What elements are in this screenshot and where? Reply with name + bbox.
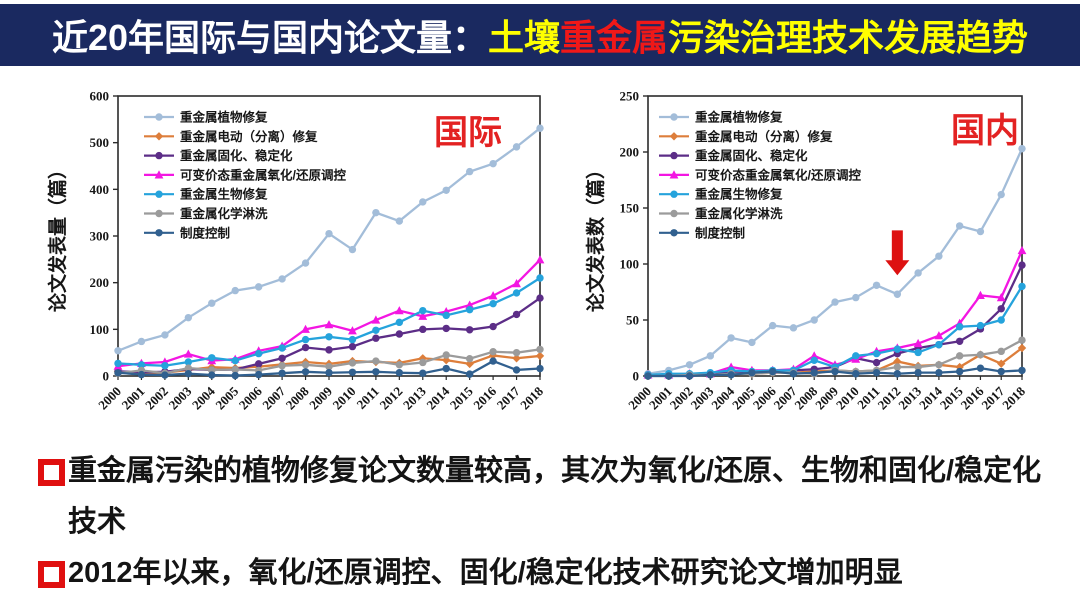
svg-text:2018: 2018: [999, 383, 1028, 412]
svg-text:2000: 2000: [95, 384, 124, 413]
svg-text:2017: 2017: [494, 383, 523, 412]
svg-text:制度控制: 制度控制: [180, 225, 230, 240]
title-soil: 土壤: [488, 17, 561, 58]
svg-text:200: 200: [620, 145, 640, 160]
svg-text:600: 600: [90, 89, 110, 104]
svg-text:2003: 2003: [165, 383, 194, 412]
svg-text:2013: 2013: [400, 383, 429, 412]
svg-text:可变价态重金属氧化/还原调控: 可变价态重金属氧化/还原调控: [180, 167, 346, 182]
svg-text:300: 300: [90, 229, 110, 244]
bullet-square-icon: [38, 561, 65, 588]
svg-text:400: 400: [90, 182, 110, 197]
svg-text:100: 100: [90, 322, 110, 337]
svg-text:重金属电动（分离）修复: 重金属电动（分离）修复: [180, 129, 318, 144]
svg-text:0: 0: [103, 369, 110, 384]
svg-text:2011: 2011: [354, 384, 382, 412]
bullet-item-2: 2012年以来，氧化/还原调控、固化/稳定化技术研究论文增加明显: [38, 548, 1052, 599]
svg-text:2009: 2009: [306, 383, 335, 412]
svg-text:重金属电动（分离）修复: 重金属电动（分离）修复: [695, 129, 833, 144]
svg-text:2018: 2018: [517, 383, 546, 412]
svg-text:0: 0: [633, 369, 640, 384]
svg-text:重金属固化、稳定化: 重金属固化、稳定化: [180, 148, 293, 163]
bullet-square-icon: [38, 459, 65, 486]
svg-text:2002: 2002: [142, 384, 171, 413]
svg-text:2014: 2014: [423, 383, 452, 412]
svg-text:50: 50: [626, 313, 639, 328]
bullet-text: 2012年以来，氧化/还原调控、固化/稳定化技术研究论文增加明显: [68, 557, 903, 589]
key-findings: 重金属污染的植物修复论文数量较高，其次为氧化/还原、生物和固化/稳定化技术 20…: [38, 446, 1052, 599]
bullet-text: 重金属污染的植物修复论文数量较高，其次为氧化/还原、生物和固化/稳定化技术: [68, 455, 1042, 538]
domestic-chart-panel: 0 50 100 150 200 250 2000 2001 2002 2003 2004 2005 2…: [585, 84, 1045, 434]
svg-text:重金属固化、稳定化: 重金属固化、稳定化: [695, 148, 808, 163]
svg-text:500: 500: [90, 135, 110, 150]
svg-text:2016: 2016: [470, 383, 499, 412]
svg-text:国内: 国内: [951, 112, 1019, 150]
svg-text:2006: 2006: [236, 383, 265, 412]
svg-text:重金属生物修复: 重金属生物修复: [180, 187, 268, 202]
svg-text:2010: 2010: [330, 384, 359, 413]
svg-text:重金属化学淋洗: 重金属化学淋洗: [695, 206, 783, 221]
svg-text:2004: 2004: [189, 383, 218, 412]
title-prefix: 近20年国际与国内论文量：: [51, 17, 488, 58]
svg-text:2015: 2015: [447, 383, 476, 412]
svg-text:150: 150: [620, 201, 640, 216]
svg-text:制度控制: 制度控制: [695, 225, 745, 240]
svg-text:2007: 2007: [259, 383, 288, 412]
svg-text:重金属化学淋洗: 重金属化学淋洗: [180, 206, 268, 221]
svg-text:重金属植物修复: 重金属植物修复: [695, 110, 783, 125]
svg-text:100: 100: [620, 257, 640, 272]
svg-text:重金属植物修复: 重金属植物修复: [180, 110, 268, 125]
svg-text:2008: 2008: [283, 383, 312, 412]
international-papers-line-chart: 0100200300400500600200020012002200320042…: [46, 89, 546, 413]
svg-text:250: 250: [620, 89, 640, 104]
svg-text:论文发表数（篇）: 论文发表数（篇）: [585, 160, 607, 312]
bullet-item-1: 重金属污染的植物修复论文数量较高，其次为氧化/还原、生物和固化/稳定化技术: [38, 446, 1052, 548]
svg-text:2005: 2005: [212, 383, 241, 412]
title-rest: 污染治理技术发展趋势: [668, 17, 1029, 58]
domestic-papers-line-chart: 0501001502002502000200120022003200420052…: [585, 89, 1028, 413]
slide-title-bar: 近20年国际与国内论文量： 土壤 重金属 污染治理技术发展趋势: [0, 4, 1080, 66]
svg-text:国际: 国际: [434, 114, 502, 152]
svg-text:2012: 2012: [376, 384, 405, 413]
international-chart-panel: 0 100 200 300 400 500 600 2000 2001 2002 2003 2004 2…: [38, 84, 568, 434]
svg-text:2001: 2001: [119, 384, 148, 413]
svg-text:可变价态重金属氧化/还原调控: 可变价态重金属氧化/还原调控: [695, 167, 861, 182]
svg-text:200: 200: [90, 275, 110, 290]
title-heavy-metal: 重金属: [560, 17, 669, 58]
svg-text:论文发表量（篇）: 论文发表量（篇）: [46, 160, 69, 312]
svg-text:重金属生物修复: 重金属生物修复: [695, 187, 783, 202]
